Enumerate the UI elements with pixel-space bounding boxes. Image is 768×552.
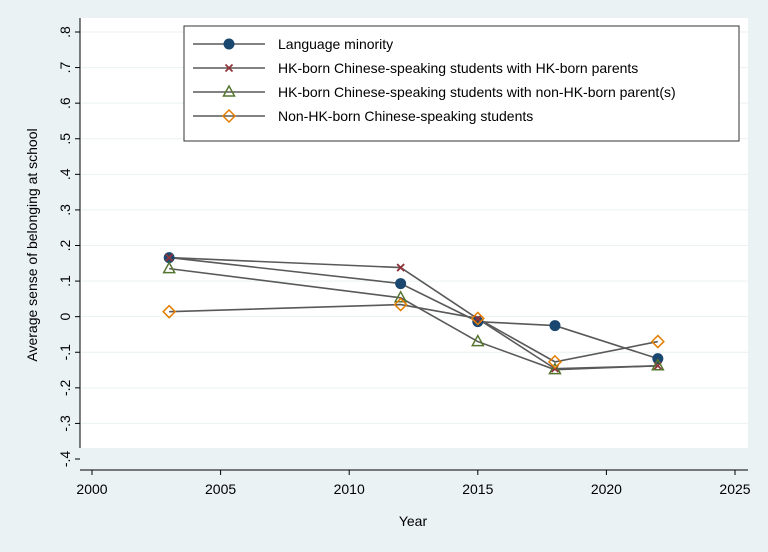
y-axis-label: Average sense of belonging at school: [24, 128, 40, 361]
data-point-diamond: [650, 334, 665, 349]
x-axis-label: Year: [399, 513, 428, 529]
legend-x-icon: [224, 63, 234, 73]
legend-label: Non-HK-born Chinese-speaking students: [278, 108, 533, 124]
y-tick-label: .5: [57, 133, 73, 145]
legend-circle-icon: [223, 38, 235, 50]
y-tick-label: .1: [57, 275, 73, 287]
data-point-circle: [472, 316, 484, 328]
data-point-diamond: [547, 354, 563, 369]
x-tick-label: 2010: [334, 481, 365, 497]
y-tick-label: -.4: [57, 451, 73, 468]
x-tick-label: 2020: [591, 481, 622, 497]
legend-triangle-icon: [222, 84, 236, 97]
y-tick-label: -.3: [57, 415, 73, 432]
x-tick-label: 2015: [462, 481, 493, 497]
y-tick-label: -.2: [57, 379, 73, 396]
x-tick-label: 2025: [719, 481, 750, 497]
x-tick-label: 2005: [205, 481, 236, 497]
legend-label: Language minority: [278, 36, 393, 52]
y-tick-label: .8: [57, 26, 73, 38]
data-point-triangle: [651, 358, 665, 371]
data-point-circle: [549, 320, 561, 332]
y-tick-label: 0: [57, 313, 73, 321]
data-point-triangle: [548, 362, 562, 375]
y-tick-label: .3: [57, 204, 73, 216]
data-point-circle: [395, 278, 407, 290]
data-point-diamond: [162, 304, 177, 319]
data-point-diamond: [470, 311, 485, 326]
legend: Language minority HK-born Chinese-speakin…: [183, 25, 740, 142]
data-point-triangle: [162, 261, 176, 274]
data-point-diamond: [393, 297, 408, 312]
y-tick-label: .2: [57, 239, 73, 251]
legend-label: HK-born Chinese-speaking students with n…: [278, 84, 676, 100]
y-tick-label: .6: [57, 97, 73, 109]
data-point-triangle: [393, 290, 408, 303]
data-point-triangle: [471, 334, 485, 347]
legend-diamond-icon: [221, 108, 237, 124]
y-tick-label: .4: [57, 168, 73, 180]
x-tick-label: 2000: [76, 481, 107, 497]
data-point-x: [396, 263, 405, 272]
series-line-2: [169, 267, 658, 371]
y-tick-label: .7: [57, 62, 73, 74]
legend-label: HK-born Chinese-speaking students with H…: [278, 60, 638, 76]
y-tick-label: -.1: [57, 344, 73, 361]
data-point-x: [165, 253, 174, 262]
